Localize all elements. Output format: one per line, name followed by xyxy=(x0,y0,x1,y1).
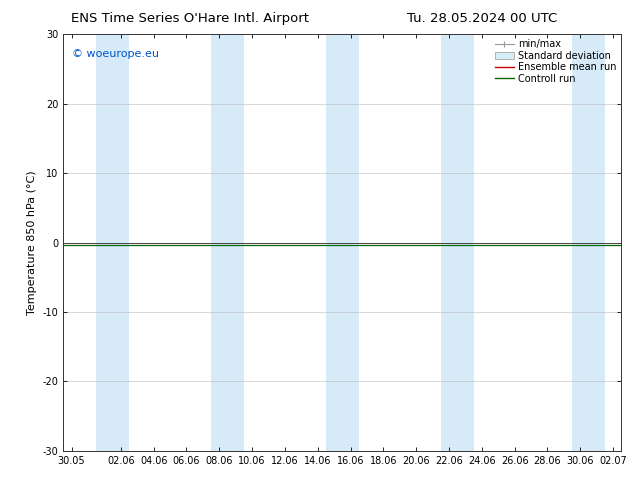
Bar xyxy=(441,34,474,451)
Legend: min/max, Standard deviation, Ensemble mean run, Controll run: min/max, Standard deviation, Ensemble me… xyxy=(493,37,618,85)
Bar xyxy=(326,34,359,451)
Bar xyxy=(211,34,244,451)
Bar xyxy=(572,34,605,451)
Y-axis label: Temperature 850 hPa (°C): Temperature 850 hPa (°C) xyxy=(27,170,37,315)
Text: Tu. 28.05.2024 00 UTC: Tu. 28.05.2024 00 UTC xyxy=(407,12,557,25)
Bar xyxy=(96,34,129,451)
Text: ENS Time Series O'Hare Intl. Airport: ENS Time Series O'Hare Intl. Airport xyxy=(71,12,309,25)
Text: © woeurope.eu: © woeurope.eu xyxy=(72,49,158,59)
